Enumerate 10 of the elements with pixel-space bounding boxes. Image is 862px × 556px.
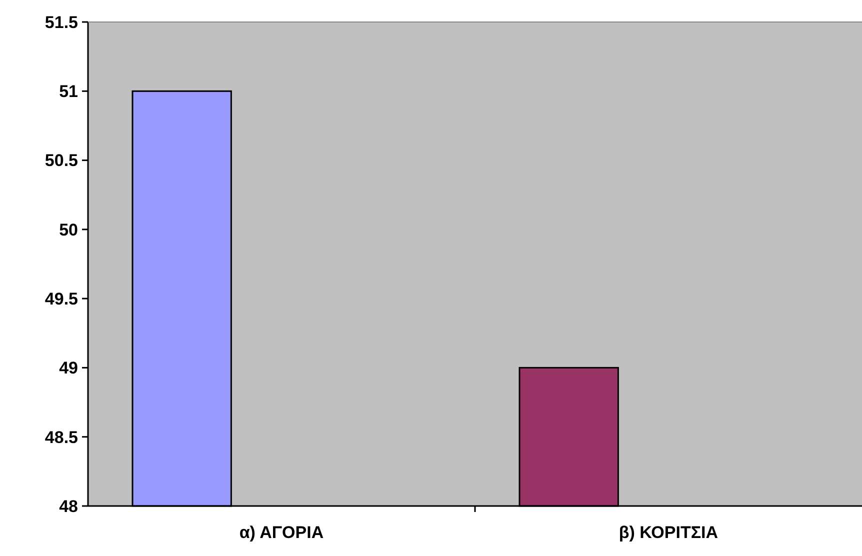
- y-tick-label: 48: [59, 496, 78, 516]
- y-tick-label: 50.5: [44, 151, 78, 170]
- x-tick-label: β) ΚΟΡΙΤΣΙΑ: [618, 523, 718, 542]
- y-tick-label: 49: [59, 358, 78, 378]
- x-tick-label: α) ΑΓΟΡΙΑ: [239, 523, 324, 542]
- y-tick-label: 50: [59, 220, 78, 240]
- y-tick-label: 51: [59, 82, 78, 102]
- y-tick-label: 48.5: [44, 428, 78, 447]
- y-tick-label: 49.5: [44, 290, 78, 309]
- y-tick-label: 51.5: [44, 12, 78, 32]
